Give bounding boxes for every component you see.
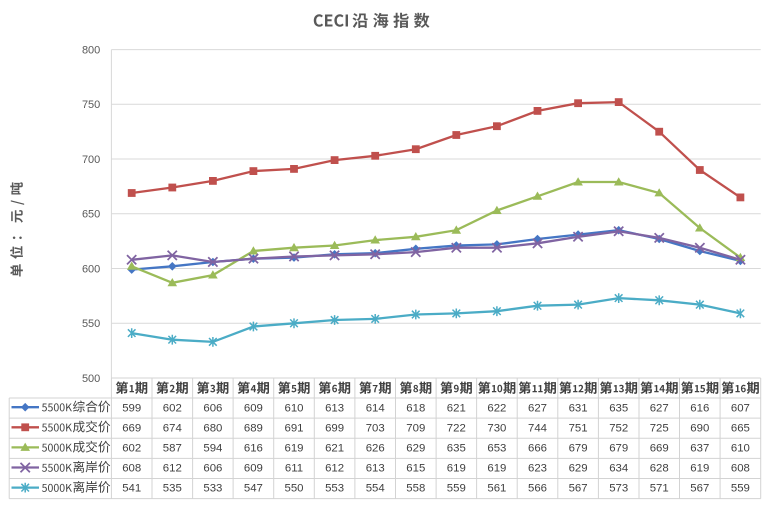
svg-text:610: 610 — [731, 443, 750, 455]
svg-text:535: 535 — [163, 483, 182, 495]
svg-text:703: 703 — [366, 422, 385, 434]
svg-text:609: 609 — [244, 402, 263, 414]
svg-text:618: 618 — [406, 402, 425, 414]
svg-text:616: 616 — [690, 402, 709, 414]
svg-text:626: 626 — [366, 443, 385, 455]
svg-text:606: 606 — [203, 402, 222, 414]
svg-text:610: 610 — [284, 402, 303, 414]
svg-text:559: 559 — [731, 483, 750, 495]
svg-text:616: 616 — [244, 443, 263, 455]
svg-text:623: 623 — [528, 463, 547, 475]
svg-text:689: 689 — [244, 422, 263, 434]
svg-text:600: 600 — [82, 263, 100, 275]
svg-text:612: 612 — [163, 463, 182, 475]
svg-text:619: 619 — [690, 463, 709, 475]
svg-text:614: 614 — [366, 402, 385, 414]
svg-text:619: 619 — [487, 463, 506, 475]
svg-text:691: 691 — [284, 422, 303, 434]
svg-text:587: 587 — [163, 443, 182, 455]
svg-text:559: 559 — [447, 483, 466, 495]
svg-text:725: 725 — [650, 422, 669, 434]
svg-text:674: 674 — [163, 422, 182, 434]
svg-text:635: 635 — [609, 402, 628, 414]
svg-text:690: 690 — [690, 422, 709, 434]
svg-text:679: 679 — [609, 443, 628, 455]
svg-text:615: 615 — [406, 463, 425, 475]
svg-text:553: 553 — [325, 483, 344, 495]
svg-text:628: 628 — [650, 463, 669, 475]
svg-text:653: 653 — [487, 443, 506, 455]
svg-text:599: 599 — [122, 402, 141, 414]
svg-text:631: 631 — [569, 402, 588, 414]
svg-text:680: 680 — [203, 422, 222, 434]
svg-text:629: 629 — [406, 443, 425, 455]
svg-text:635: 635 — [447, 443, 466, 455]
svg-text:558: 558 — [406, 483, 425, 495]
svg-text:613: 613 — [325, 402, 344, 414]
svg-text:606: 606 — [203, 463, 222, 475]
svg-text:666: 666 — [528, 443, 547, 455]
svg-text:613: 613 — [366, 463, 385, 475]
svg-text:500: 500 — [82, 373, 100, 385]
svg-text:669: 669 — [122, 422, 141, 434]
svg-text:541: 541 — [122, 483, 141, 495]
svg-text:709: 709 — [406, 422, 425, 434]
svg-text:744: 744 — [528, 422, 547, 434]
svg-text:612: 612 — [325, 463, 344, 475]
svg-text:550: 550 — [82, 318, 100, 330]
svg-text:634: 634 — [609, 463, 628, 475]
svg-text:619: 619 — [447, 463, 466, 475]
svg-text:751: 751 — [569, 422, 588, 434]
svg-text:665: 665 — [731, 422, 750, 434]
svg-text:800: 800 — [82, 45, 100, 57]
svg-text:594: 594 — [203, 443, 222, 455]
svg-text:619: 619 — [284, 443, 303, 455]
svg-text:622: 622 — [487, 402, 506, 414]
svg-text:608: 608 — [122, 463, 141, 475]
svg-text:621: 621 — [447, 402, 466, 414]
svg-text:547: 547 — [244, 483, 263, 495]
svg-text:571: 571 — [650, 483, 669, 495]
svg-text:602: 602 — [163, 402, 182, 414]
svg-text:567: 567 — [690, 483, 709, 495]
svg-text:533: 533 — [203, 483, 222, 495]
svg-text:650: 650 — [82, 209, 100, 221]
svg-text:637: 637 — [690, 443, 709, 455]
svg-text:611: 611 — [285, 463, 303, 475]
svg-text:669: 669 — [650, 443, 669, 455]
svg-text:627: 627 — [650, 402, 669, 414]
svg-text:567: 567 — [569, 483, 588, 495]
svg-text:679: 679 — [569, 443, 588, 455]
svg-text:750: 750 — [82, 99, 100, 111]
svg-text:573: 573 — [609, 483, 628, 495]
svg-text:554: 554 — [366, 483, 385, 495]
svg-text:566: 566 — [528, 483, 547, 495]
svg-text:752: 752 — [609, 422, 628, 434]
svg-text:730: 730 — [487, 422, 506, 434]
svg-text:550: 550 — [284, 483, 303, 495]
svg-text:602: 602 — [122, 443, 141, 455]
svg-text:608: 608 — [731, 463, 750, 475]
svg-text:621: 621 — [325, 443, 344, 455]
svg-text:700: 700 — [82, 154, 100, 166]
svg-text:607: 607 — [731, 402, 750, 414]
svg-text:561: 561 — [487, 483, 506, 495]
svg-text:609: 609 — [244, 463, 263, 475]
svg-text:629: 629 — [569, 463, 588, 475]
svg-text:699: 699 — [325, 422, 344, 434]
svg-text:722: 722 — [447, 422, 466, 434]
svg-text:627: 627 — [528, 402, 547, 414]
